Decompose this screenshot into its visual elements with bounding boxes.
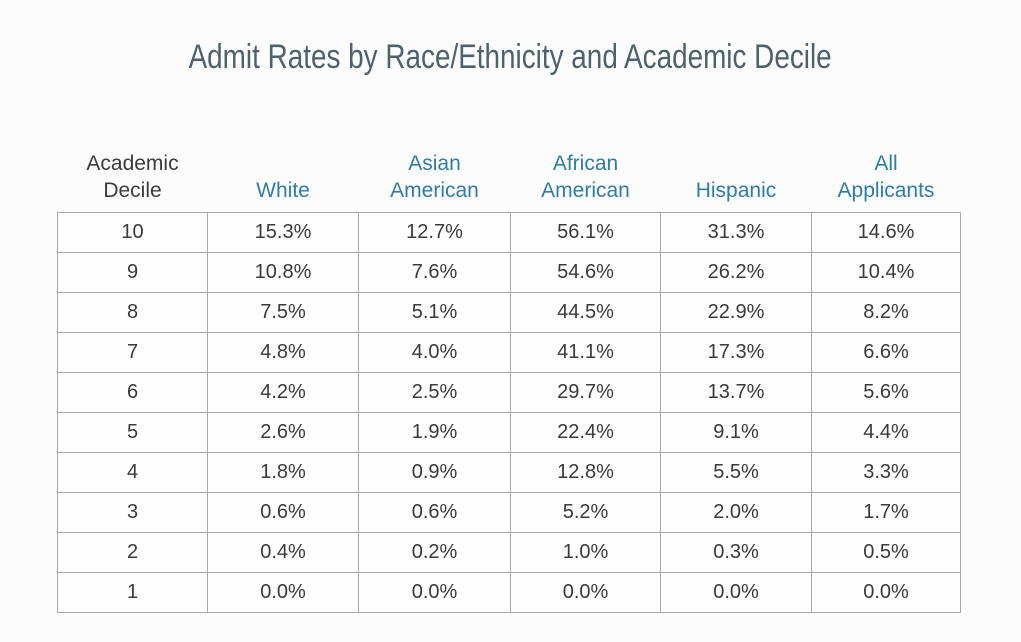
rate-cell: 0.0% [660, 572, 812, 613]
rate-cell: 0.0% [811, 572, 961, 613]
rate-cell: 4.0% [358, 332, 511, 373]
table-row: 5 2.6% 1.9% 22.4% 9.1% 4.4% [57, 412, 961, 453]
decile-cell: 7 [57, 332, 208, 373]
column-header-asian-american: Asian American [390, 152, 479, 202]
rate-cell: 1.8% [207, 452, 359, 493]
page-title-text: Admit Rates by Race/Ethnicity and Academ… [188, 38, 833, 76]
table-row: 8 7.5% 5.1% 44.5% 22.9% 8.2% [57, 292, 961, 333]
admit-rates-table: Academic Decile White Asian American Africa… [57, 134, 961, 613]
rate-cell: 5.2% [510, 492, 661, 533]
rate-cell: 1.7% [811, 492, 961, 533]
rate-cell: 0.2% [358, 532, 511, 573]
rate-cell: 0.6% [358, 492, 511, 533]
decile-cell: 9 [57, 252, 208, 293]
page-title: Admit Rates by Race/Ethnicity and Academ… [0, 38, 1021, 77]
table-row: 2 0.4% 0.2% 1.0% 0.3% 0.5% [57, 532, 961, 573]
rate-cell: 0.6% [207, 492, 359, 533]
rate-cell: 5.6% [811, 372, 961, 413]
rate-cell: 0.9% [358, 452, 511, 493]
rate-cell: 17.3% [660, 332, 812, 373]
rate-cell: 6.6% [811, 332, 961, 373]
decile-cell: 2 [57, 532, 208, 573]
rate-cell: 7.6% [358, 252, 511, 293]
column-header-white: White [256, 179, 310, 202]
rate-cell: 0.4% [207, 532, 359, 573]
rate-cell: 0.0% [207, 572, 359, 613]
rate-cell: 0.0% [510, 572, 661, 613]
rate-cell: 44.5% [510, 292, 661, 333]
rate-cell: 1.9% [358, 412, 511, 453]
rate-cell: 12.7% [358, 212, 511, 253]
table-row: 4 1.8% 0.9% 12.8% 5.5% 3.3% [57, 452, 961, 493]
rate-cell: 2.6% [207, 412, 359, 453]
rate-cell: 5.1% [358, 292, 511, 333]
rate-cell: 22.4% [510, 412, 661, 453]
rate-cell: 8.2% [811, 292, 961, 333]
rate-cell: 1.0% [510, 532, 661, 573]
rate-cell: 2.5% [358, 372, 511, 413]
rate-cell: 0.3% [660, 532, 812, 573]
rate-cell: 31.3% [660, 212, 812, 253]
rate-cell: 2.0% [660, 492, 812, 533]
table-row: 9 10.8% 7.6% 54.6% 26.2% 10.4% [57, 252, 961, 293]
rate-cell: 26.2% [660, 252, 812, 293]
rate-cell: 13.7% [660, 372, 812, 413]
decile-cell: 4 [57, 452, 208, 493]
table-row: 6 4.2% 2.5% 29.7% 13.7% 5.6% [57, 372, 961, 413]
decile-cell: 5 [57, 412, 208, 453]
table-row: 3 0.6% 0.6% 5.2% 2.0% 1.7% [57, 492, 961, 533]
decile-cell: 10 [57, 212, 208, 253]
decile-cell: 1 [57, 572, 208, 613]
table-row: 10 15.3% 12.7% 56.1% 31.3% 14.6% [57, 212, 961, 253]
column-header-all-applicants: All Applicants [837, 152, 935, 202]
rate-cell: 54.6% [510, 252, 661, 293]
decile-cell: 6 [57, 372, 208, 413]
rate-cell: 5.5% [660, 452, 812, 493]
table-row: 7 4.8% 4.0% 41.1% 17.3% 6.6% [57, 332, 961, 373]
rate-cell: 0.5% [811, 532, 961, 573]
rate-cell: 9.1% [660, 412, 812, 453]
rate-cell: 0.0% [358, 572, 511, 613]
rate-cell: 10.4% [811, 252, 961, 293]
rate-cell: 12.8% [510, 452, 661, 493]
column-header-african-american: African American [541, 152, 630, 202]
table-row: 1 0.0% 0.0% 0.0% 0.0% 0.0% [57, 572, 961, 613]
column-header-academic-decile: Academic Decile [86, 152, 179, 202]
column-header-hispanic: Hispanic [695, 179, 777, 202]
rate-cell: 15.3% [207, 212, 359, 253]
rate-cell: 14.6% [811, 212, 961, 253]
decile-cell: 8 [57, 292, 208, 333]
rate-cell: 41.1% [510, 332, 661, 373]
rate-cell: 4.8% [207, 332, 359, 373]
rate-cell: 10.8% [207, 252, 359, 293]
rate-cell: 22.9% [660, 292, 812, 333]
decile-cell: 3 [57, 492, 208, 533]
rate-cell: 4.2% [207, 372, 359, 413]
rate-cell: 4.4% [811, 412, 961, 453]
rate-cell: 7.5% [207, 292, 359, 333]
rate-cell: 3.3% [811, 452, 961, 493]
rate-cell: 29.7% [510, 372, 661, 413]
table-header-row: Academic Decile White Asian American Africa… [58, 134, 961, 213]
rate-cell: 56.1% [510, 212, 661, 253]
